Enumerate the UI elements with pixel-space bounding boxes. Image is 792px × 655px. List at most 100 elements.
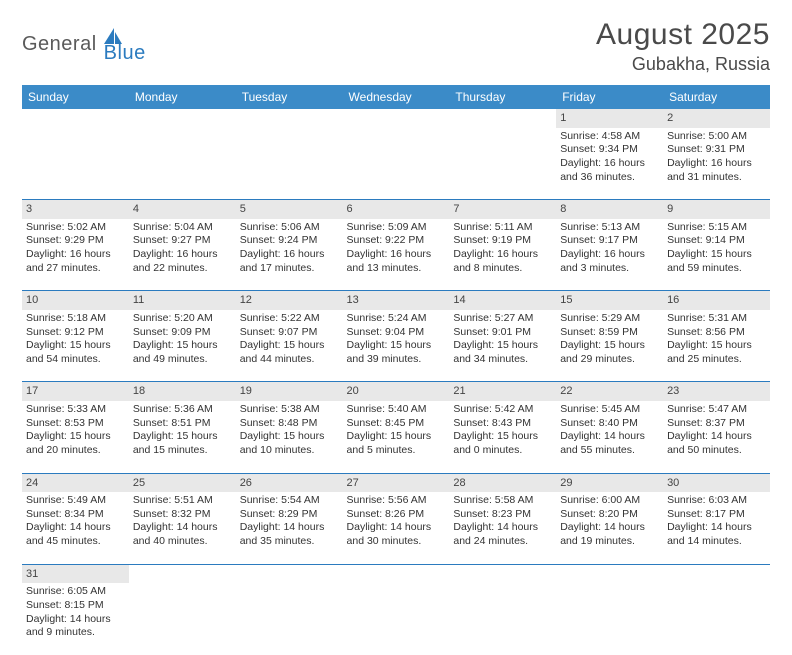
daylight-line-2: and 19 minutes.	[560, 535, 659, 549]
daynum-cell: 22	[556, 382, 663, 401]
daynum-cell	[22, 109, 129, 128]
daynum-cell: 25	[129, 473, 236, 492]
sunset-line: Sunset: 8:15 PM	[26, 599, 125, 613]
sunrise-line: Sunrise: 5:13 AM	[560, 221, 659, 235]
daynum-cell	[343, 564, 450, 583]
day-details: Sunrise: 5:45 AMSunset: 8:40 PMDaylight:…	[560, 403, 659, 458]
day-number: 23	[667, 385, 679, 397]
day-cell: Sunrise: 5:04 AMSunset: 9:27 PMDaylight:…	[129, 219, 236, 291]
daynum-cell: 17	[22, 382, 129, 401]
daylight-line-1: Daylight: 14 hours	[240, 521, 339, 535]
content-row: Sunrise: 5:18 AMSunset: 9:12 PMDaylight:…	[22, 310, 770, 382]
daylight-line-1: Daylight: 15 hours	[26, 430, 125, 444]
logo-text-general: General	[22, 33, 97, 56]
day-number: 7	[453, 203, 459, 215]
day-cell	[129, 128, 236, 200]
daynum-cell: 14	[449, 291, 556, 310]
daynum-cell: 30	[663, 473, 770, 492]
day-cell: Sunrise: 5:15 AMSunset: 9:14 PMDaylight:…	[663, 219, 770, 291]
sunset-line: Sunset: 8:56 PM	[667, 326, 766, 340]
day-cell: Sunrise: 5:20 AMSunset: 9:09 PMDaylight:…	[129, 310, 236, 382]
day-number: 10	[26, 294, 38, 306]
sunrise-line: Sunrise: 5:29 AM	[560, 312, 659, 326]
sunrise-line: Sunrise: 5:51 AM	[133, 494, 232, 508]
header: General Blue August 2025 Gubakha, Russia	[22, 18, 770, 75]
daylight-line-2: and 35 minutes.	[240, 535, 339, 549]
day-header: Wednesday	[343, 85, 450, 109]
sunset-line: Sunset: 9:24 PM	[240, 234, 339, 248]
sunrise-line: Sunrise: 6:00 AM	[560, 494, 659, 508]
daylight-line-2: and 8 minutes.	[453, 262, 552, 276]
daylight-line-2: and 20 minutes.	[26, 444, 125, 458]
daylight-line-2: and 3 minutes.	[560, 262, 659, 276]
daynum-cell: 8	[556, 200, 663, 219]
day-cell: Sunrise: 5:31 AMSunset: 8:56 PMDaylight:…	[663, 310, 770, 382]
sunset-line: Sunset: 8:26 PM	[347, 508, 446, 522]
daynum-cell: 18	[129, 382, 236, 401]
daynum-cell: 28	[449, 473, 556, 492]
daylight-line-2: and 45 minutes.	[26, 535, 125, 549]
daynum-cell	[449, 564, 556, 583]
day-number: 30	[667, 477, 679, 489]
daylight-line-1: Daylight: 14 hours	[560, 521, 659, 535]
sunrise-line: Sunrise: 5:56 AM	[347, 494, 446, 508]
sunrise-line: Sunrise: 5:27 AM	[453, 312, 552, 326]
day-details: Sunrise: 5:33 AMSunset: 8:53 PMDaylight:…	[26, 403, 125, 458]
daynum-cell: 23	[663, 382, 770, 401]
sunset-line: Sunset: 9:04 PM	[347, 326, 446, 340]
day-cell	[236, 128, 343, 200]
sunset-line: Sunset: 8:53 PM	[26, 417, 125, 431]
day-number: 22	[560, 385, 572, 397]
sunset-line: Sunset: 9:14 PM	[667, 234, 766, 248]
day-header-row: Sunday Monday Tuesday Wednesday Thursday…	[22, 85, 770, 109]
sunset-line: Sunset: 8:48 PM	[240, 417, 339, 431]
daylight-line-1: Daylight: 14 hours	[560, 430, 659, 444]
sunset-line: Sunset: 9:07 PM	[240, 326, 339, 340]
day-cell: Sunrise: 5:58 AMSunset: 8:23 PMDaylight:…	[449, 492, 556, 564]
sunrise-line: Sunrise: 5:33 AM	[26, 403, 125, 417]
sunset-line: Sunset: 8:45 PM	[347, 417, 446, 431]
day-details: Sunrise: 5:40 AMSunset: 8:45 PMDaylight:…	[347, 403, 446, 458]
daylight-line-1: Daylight: 14 hours	[453, 521, 552, 535]
day-cell: Sunrise: 5:24 AMSunset: 9:04 PMDaylight:…	[343, 310, 450, 382]
sunrise-line: Sunrise: 5:47 AM	[667, 403, 766, 417]
day-cell: Sunrise: 5:29 AMSunset: 8:59 PMDaylight:…	[556, 310, 663, 382]
logo-text-blue: Blue	[104, 42, 146, 65]
daylight-line-2: and 10 minutes.	[240, 444, 339, 458]
daynum-cell	[236, 109, 343, 128]
location: Gubakha, Russia	[596, 54, 770, 75]
sunrise-line: Sunrise: 5:22 AM	[240, 312, 339, 326]
sunrise-line: Sunrise: 5:15 AM	[667, 221, 766, 235]
day-details: Sunrise: 6:00 AMSunset: 8:20 PMDaylight:…	[560, 494, 659, 549]
daylight-line-2: and 22 minutes.	[133, 262, 232, 276]
day-number: 26	[240, 477, 252, 489]
day-header: Saturday	[663, 85, 770, 109]
daylight-line-1: Daylight: 15 hours	[133, 339, 232, 353]
daynum-row: 10111213141516	[22, 291, 770, 310]
day-number: 1	[560, 112, 566, 124]
day-cell: Sunrise: 5:38 AMSunset: 8:48 PMDaylight:…	[236, 401, 343, 473]
daylight-line-2: and 27 minutes.	[26, 262, 125, 276]
day-number: 9	[667, 203, 673, 215]
day-cell: Sunrise: 5:00 AMSunset: 9:31 PMDaylight:…	[663, 128, 770, 200]
daylight-line-1: Daylight: 15 hours	[667, 339, 766, 353]
daynum-cell: 20	[343, 382, 450, 401]
daylight-line-1: Daylight: 14 hours	[26, 521, 125, 535]
day-cell: Sunrise: 5:02 AMSunset: 9:29 PMDaylight:…	[22, 219, 129, 291]
daylight-line-1: Daylight: 14 hours	[26, 613, 125, 627]
day-details: Sunrise: 5:58 AMSunset: 8:23 PMDaylight:…	[453, 494, 552, 549]
daynum-cell: 4	[129, 200, 236, 219]
day-number: 27	[347, 477, 359, 489]
day-details: Sunrise: 5:15 AMSunset: 9:14 PMDaylight:…	[667, 221, 766, 276]
daylight-line-1: Daylight: 16 hours	[26, 248, 125, 262]
sunset-line: Sunset: 8:20 PM	[560, 508, 659, 522]
daynum-cell	[129, 109, 236, 128]
day-header: Tuesday	[236, 85, 343, 109]
day-details: Sunrise: 5:22 AMSunset: 9:07 PMDaylight:…	[240, 312, 339, 367]
title-block: August 2025 Gubakha, Russia	[596, 18, 770, 75]
sunset-line: Sunset: 8:17 PM	[667, 508, 766, 522]
day-details: Sunrise: 5:20 AMSunset: 9:09 PMDaylight:…	[133, 312, 232, 367]
sunset-line: Sunset: 8:23 PM	[453, 508, 552, 522]
daylight-line-1: Daylight: 15 hours	[347, 339, 446, 353]
daylight-line-1: Daylight: 15 hours	[240, 430, 339, 444]
